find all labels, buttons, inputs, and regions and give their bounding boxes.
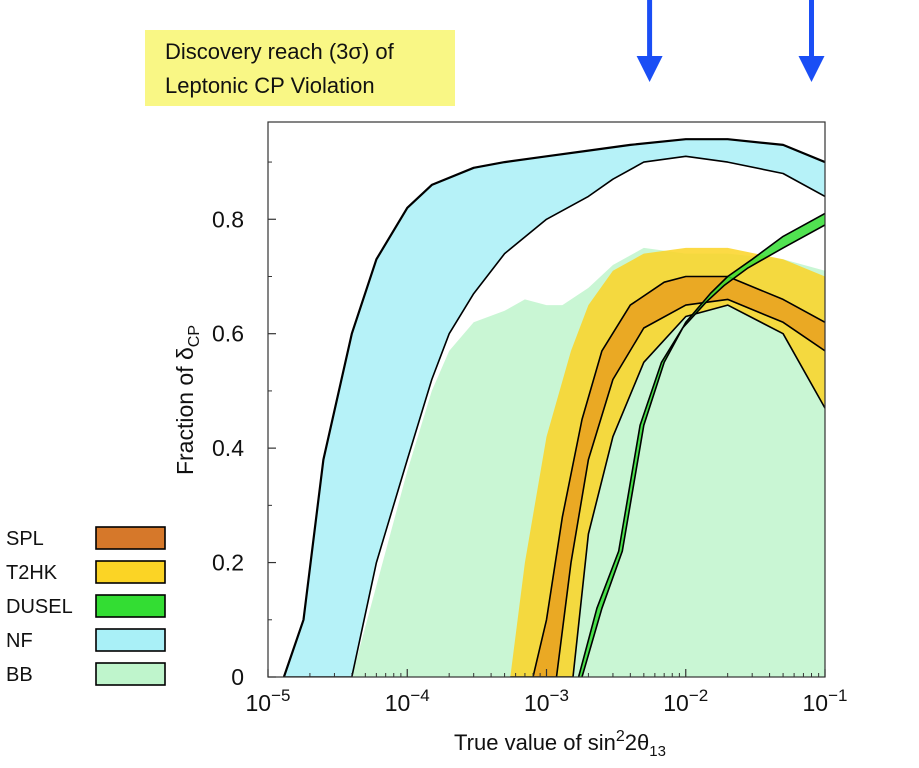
legend-swatch-spl — [95, 526, 166, 550]
legend-label-dusel: DUSEL — [6, 596, 73, 618]
legend-swatch-dusel — [95, 594, 166, 618]
y-tick-label-0: 0 — [231, 664, 244, 690]
legend-swatch-bb — [95, 662, 166, 686]
band-dusel-lower-edge — [577, 224, 825, 677]
ticks-layer: 10−5 10−4 10−3 10−2 10−1 0 0.2 0.4 0.6 0.8 — [212, 161, 848, 716]
arrow-1 — [798, 0, 825, 82]
chart-title: Discovery reach (3σ) of Leptonic CP Viol… — [145, 30, 455, 106]
arrow-0 — [636, 0, 663, 82]
annotation-layer: Small valuesMediumvaluesLargevalues — [636, 0, 825, 82]
legend-item-spl: SPL — [6, 526, 166, 550]
band-spl-fill — [533, 276, 825, 677]
legend-item-bb: BB — [6, 662, 166, 686]
band-nf-lower-edge — [283, 155, 825, 677]
legend-item-dusel: DUSEL — [6, 594, 166, 618]
legend: SPL T2HK DUSEL NF BB — [6, 526, 166, 686]
band-spl-upper-edge — [532, 275, 825, 677]
legend-label-nf: NF — [6, 630, 33, 652]
y-tick-label-2: 0.4 — [212, 435, 244, 461]
series-layer — [282, 138, 825, 677]
legend-swatch-t2hk — [95, 560, 166, 584]
band-spl — [532, 275, 825, 677]
band-dusel — [577, 212, 825, 677]
band-nf — [282, 138, 825, 677]
x-tick-label-3: 10−2 — [663, 686, 708, 716]
legend-label-spl: SPL — [6, 528, 44, 550]
title-line-1: Discovery reach (3σ) of — [165, 39, 395, 64]
legend-label-t2hk: T2HK — [6, 562, 58, 584]
title-line-2: Leptonic CP Violation — [165, 73, 375, 98]
band-nf-fill — [283, 139, 825, 677]
band-t2hk-fill — [510, 247, 825, 677]
legend-swatch-nf — [95, 628, 166, 652]
band-nf-upper-edge — [282, 138, 825, 677]
legend-item-t2hk: T2HK — [6, 560, 166, 584]
band-spl-lower-edge — [533, 298, 825, 677]
legend-label-bb: BB — [6, 664, 33, 686]
band-t2hk — [510, 247, 825, 677]
x-tick-label-0: 10−5 — [246, 686, 291, 716]
title-box — [145, 30, 455, 106]
x-tick-label-1: 10−4 — [385, 686, 430, 716]
x-tick-label-4: 10−1 — [803, 686, 848, 716]
legend-item-nf: NF — [6, 628, 166, 652]
band-t2hk-lower-edge — [510, 304, 825, 677]
y-tick-label-4: 0.8 — [212, 206, 244, 232]
x-tick-label-2: 10−3 — [524, 686, 569, 716]
y-tick-label-1: 0.2 — [212, 550, 244, 576]
band-dusel-upper-edge — [581, 212, 825, 677]
x-axis-label: True value of sin22θ13 — [454, 728, 666, 760]
y-tick-label-3: 0.6 — [212, 321, 244, 347]
y-axis-label: Fraction of δCP — [172, 325, 203, 475]
